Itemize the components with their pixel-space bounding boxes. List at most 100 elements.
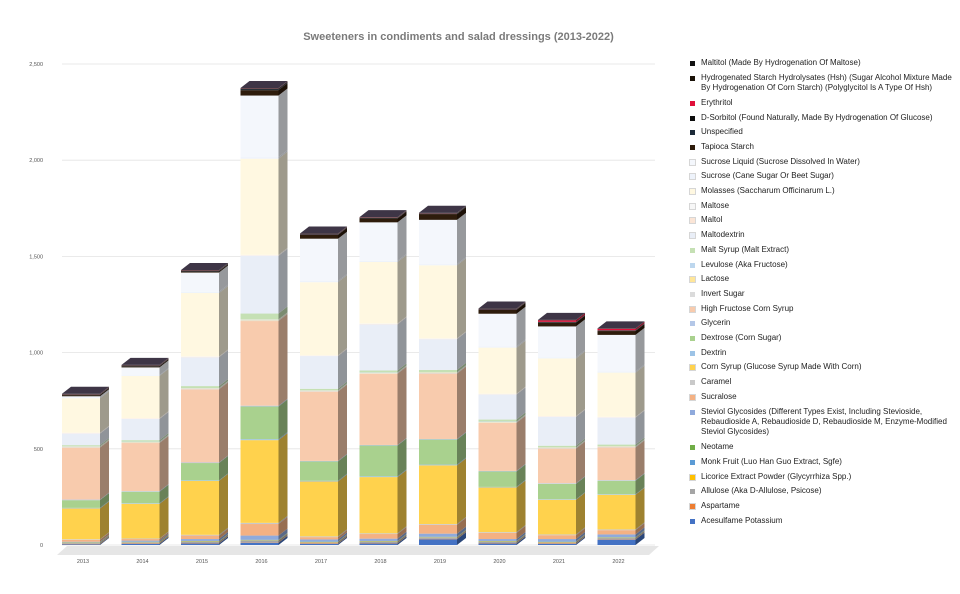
bar-segment <box>597 334 636 372</box>
bar-segment-side <box>397 366 407 374</box>
bar-segment-side <box>278 81 288 89</box>
legend-swatch <box>689 502 696 510</box>
bar-segment-side <box>338 275 347 356</box>
bar-segment <box>538 535 576 540</box>
legend-item: Tapioca Starch <box>690 142 955 152</box>
bar-segment <box>359 538 398 541</box>
bar-segment <box>121 366 160 368</box>
bar-segment-side <box>338 274 347 283</box>
bar-segment-side <box>397 470 407 534</box>
bar-segment <box>300 391 338 392</box>
bar-segment-side <box>338 384 347 392</box>
bar-segment-side <box>457 365 466 374</box>
legend-swatch <box>690 100 695 106</box>
bar-segment-side <box>397 534 407 542</box>
bar-segment <box>181 291 219 293</box>
bar-segment-side <box>635 437 645 447</box>
bar-segment-side <box>457 206 466 214</box>
bar-segment-side <box>457 258 466 339</box>
legend-item: Steviol Glycosides (Different Types Exis… <box>690 407 955 438</box>
bar-segment-side <box>219 534 228 542</box>
bar-segment-side <box>397 531 407 541</box>
bar-segment <box>240 313 279 320</box>
bar-segment-side <box>100 391 109 433</box>
bar-segment-side <box>100 387 109 395</box>
bar-segment-side <box>457 362 466 373</box>
bar-segment-side <box>516 414 526 423</box>
bar-segment <box>62 507 100 509</box>
legend-label: Glycerin <box>701 318 731 328</box>
bar-segment-side <box>516 534 526 542</box>
bar-segment-side <box>576 536 585 544</box>
bar-segment <box>240 157 279 159</box>
bar-segment-side <box>278 398 288 407</box>
bar-segment-side <box>278 535 288 545</box>
legend-item: Levulose (Aka Fructose) <box>690 260 955 270</box>
bar-segment-side <box>635 365 645 417</box>
bar-segment-side <box>397 211 407 219</box>
bar-segment-side <box>457 332 466 370</box>
bar-top-cap <box>538 312 585 320</box>
bar-segment <box>359 324 398 371</box>
legend-label: Dextrin <box>701 347 727 357</box>
legend-swatch <box>689 217 696 225</box>
bar-segment <box>597 538 636 540</box>
bar-segment-side <box>338 227 347 235</box>
bar-segment-side <box>338 226 347 234</box>
bar-segment-side <box>576 440 585 448</box>
legend-label: Steviol Glycosides (Different Types Exis… <box>701 406 947 437</box>
bar-segment-side <box>516 339 526 348</box>
bar-segment <box>240 522 279 525</box>
legend-label: Dextrose (Corn Sugar) <box>701 333 782 343</box>
bar-segment-side <box>338 534 347 542</box>
bar-segment-side <box>159 435 169 443</box>
bar-segment-side <box>397 316 407 324</box>
legend-label: Unspecified <box>701 127 743 137</box>
bar-segment-side <box>397 316 407 325</box>
bar-segment-side <box>338 226 347 234</box>
bar-segment-side <box>159 358 169 366</box>
bar-segment-side <box>576 476 585 500</box>
bar-segment-side <box>516 301 526 309</box>
legend-label: Neotame <box>701 442 734 452</box>
bar-segment-side <box>516 480 526 533</box>
bar-segment <box>597 372 636 417</box>
bar-segment-side <box>457 206 466 214</box>
legend-label: Maltodextrin <box>701 230 745 240</box>
bar-segment-side <box>397 437 407 446</box>
y-tick-label: 0 <box>40 543 43 549</box>
bar-segment-side <box>576 441 585 484</box>
bar-stack-2015 <box>181 263 228 545</box>
x-axis-ticks: 2013 2014 2015 2016 2017 2018 2019 2020 2021 2022 <box>77 559 625 565</box>
bar-stack-2013 <box>62 386 109 545</box>
bar-segment-side <box>159 532 169 541</box>
bar-segment-side <box>576 313 585 322</box>
legend-item: Unspecified <box>690 127 955 137</box>
bar-segment-side <box>457 366 466 439</box>
bar-segment-side <box>576 527 585 536</box>
bar-segment-side <box>219 456 228 481</box>
bar-segment <box>597 480 636 481</box>
bar-segment-side <box>219 381 228 389</box>
bar-segment-side <box>100 386 109 395</box>
legend-swatch <box>689 305 696 313</box>
bar-segment-side <box>278 517 288 536</box>
bar-segment-side <box>635 532 645 540</box>
bar-segment-side <box>278 312 288 320</box>
bar-segment-side <box>159 484 169 492</box>
bar-segment-side <box>159 434 169 443</box>
bar-segment-side <box>100 535 109 544</box>
y-tick-label: 1,000 <box>29 351 43 357</box>
bar-segment-side <box>338 226 347 235</box>
bar-segment <box>359 541 398 544</box>
bar-segment <box>478 486 517 488</box>
bar-segment-side <box>576 438 585 448</box>
bar-segment-side <box>457 207 466 220</box>
bar-segment-side <box>457 457 466 466</box>
floor-plane <box>57 546 659 555</box>
bar-segment-side <box>159 411 169 419</box>
bar-segment <box>62 499 100 501</box>
bar-segment-side <box>635 321 645 331</box>
bar-segment <box>419 219 457 265</box>
bar-segment-side <box>516 415 526 471</box>
